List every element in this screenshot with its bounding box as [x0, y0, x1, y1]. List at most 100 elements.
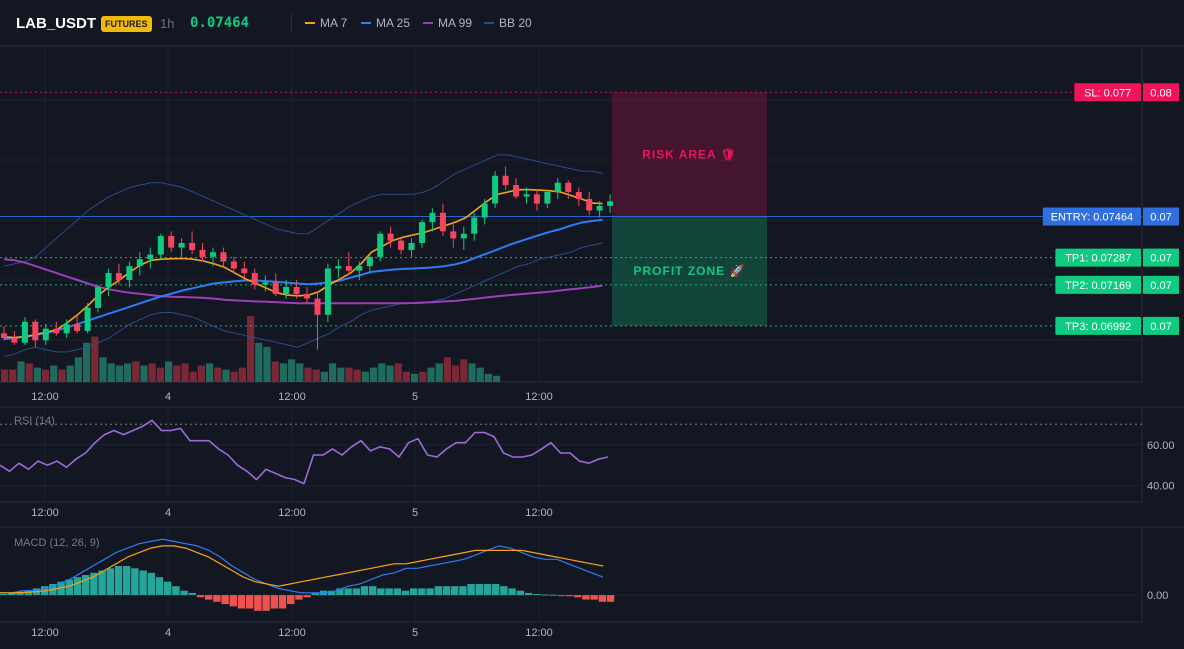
ma7-line — [3, 188, 603, 339]
candle-body — [398, 240, 405, 250]
macd-histogram-bar — [270, 595, 278, 609]
candle-body — [262, 282, 269, 285]
header-divider — [291, 14, 292, 32]
time-tick-label: 12:00 — [31, 391, 59, 403]
volume-bar — [206, 363, 214, 382]
volume-bar — [165, 361, 173, 382]
candle-body — [74, 324, 81, 332]
macd-histogram-bar — [90, 572, 98, 596]
ma99-line — [3, 258, 603, 305]
rsi-tick-label: 40.00 — [1147, 481, 1175, 493]
volume-bar — [124, 363, 132, 382]
candle-body — [607, 201, 614, 206]
level-tag-sl — [1074, 83, 1141, 102]
legend-bb20-label: BB 20 — [499, 16, 532, 30]
price-axis-tag-text: 0.07 — [1150, 212, 1171, 224]
candle-body — [596, 205, 603, 211]
time-tick-label: 5 — [412, 391, 418, 403]
legend-ma25-swatch — [361, 22, 371, 24]
candle-body — [471, 217, 478, 234]
candle-body — [157, 236, 164, 255]
level-tag-text: TP1: 0.07287 — [1065, 253, 1131, 265]
candle-body — [199, 249, 206, 257]
volume-bar — [247, 316, 255, 382]
candle-body — [147, 254, 154, 260]
macd-histogram-bar — [188, 592, 196, 596]
volume-bar — [484, 373, 492, 383]
legend-ma7[interactable]: MA 7 — [305, 16, 347, 30]
candle-body — [95, 287, 101, 308]
macd-histogram-bar — [467, 584, 475, 596]
volume-bar — [435, 363, 443, 382]
macd-histogram-bar — [557, 595, 565, 597]
time-tick-label: 4 — [165, 507, 171, 519]
macd-histogram-bar — [434, 586, 442, 596]
volume-bar — [107, 363, 115, 382]
time-tick-label: 12:00 — [278, 391, 306, 403]
candle-body — [481, 203, 488, 218]
candle-body — [324, 268, 331, 315]
macd-histogram-bar — [336, 588, 344, 596]
time-tick-label: 12:00 — [31, 627, 59, 639]
volume-bar — [9, 369, 17, 382]
macd-histogram-bar — [377, 588, 385, 596]
price-axis-tag — [1143, 207, 1179, 226]
legend-ma99[interactable]: MA 99 — [423, 16, 472, 30]
macd-histogram-bar — [385, 588, 393, 596]
macd-histogram-bar — [574, 595, 582, 598]
macd-histogram-bar — [442, 586, 451, 596]
volume-bar — [394, 363, 402, 382]
symbol-label[interactable]: LAB_USDT — [16, 15, 97, 32]
candle-body — [450, 231, 457, 239]
candle-body — [21, 321, 28, 343]
level-tag-text: TP2: 0.07169 — [1065, 280, 1131, 292]
price-axis-tag — [1143, 248, 1179, 267]
macd-histogram-bar — [606, 595, 615, 602]
time-tick-label: 5 — [412, 507, 418, 519]
time-tick-label: 4 — [165, 391, 171, 403]
candle-body — [502, 175, 509, 186]
level-tag-tp3 — [1055, 316, 1141, 335]
candle-body — [335, 266, 342, 269]
macd-histogram-bar — [106, 568, 114, 596]
candle-body — [565, 182, 572, 192]
volume-bar — [468, 363, 476, 382]
candle-body — [314, 298, 321, 315]
legend-bb20[interactable]: BB 20 — [484, 16, 532, 30]
candle-body — [492, 175, 499, 204]
candle-body — [408, 243, 415, 250]
time-tick-label: 12:00 — [31, 507, 59, 519]
macd-histogram-bar — [205, 595, 213, 600]
macd-histogram-bar — [410, 588, 418, 596]
macd-histogram-bar — [172, 586, 180, 596]
candle-body — [210, 252, 216, 257]
candle-body — [189, 243, 196, 250]
macd-histogram-bar — [303, 595, 311, 598]
volume-bar — [1, 369, 9, 382]
macd-histogram-bar — [393, 588, 401, 596]
legend-ma25[interactable]: MA 25 — [361, 16, 410, 30]
legend-bb20-swatch — [484, 22, 494, 24]
candle-body — [251, 273, 258, 285]
time-tick-label: 12:00 — [525, 391, 553, 403]
macd-histogram-bar — [221, 595, 229, 605]
macd-histogram-bar — [483, 584, 492, 596]
volume-bar — [148, 363, 156, 382]
macd-histogram-bar — [492, 584, 500, 596]
price-axis-tag-text: 0.07 — [1150, 253, 1171, 265]
volume-bar — [411, 373, 419, 383]
macd-histogram-bar — [590, 595, 598, 600]
macd-histogram-bar — [295, 595, 303, 600]
level-tag-tp2 — [1055, 275, 1141, 294]
time-tick-label: 12:00 — [278, 507, 306, 519]
candle-body — [42, 328, 49, 341]
volume-bar — [222, 369, 230, 382]
volume-bar — [74, 357, 82, 383]
macd-histogram-bar — [8, 592, 16, 596]
zone-label: PROFIT ZONE 🚀 — [634, 264, 746, 278]
candle-body — [387, 233, 394, 241]
timeframe-label[interactable]: 1h — [160, 16, 175, 31]
time-tick-label: 12:00 — [525, 627, 553, 639]
volume-bar — [42, 369, 50, 382]
